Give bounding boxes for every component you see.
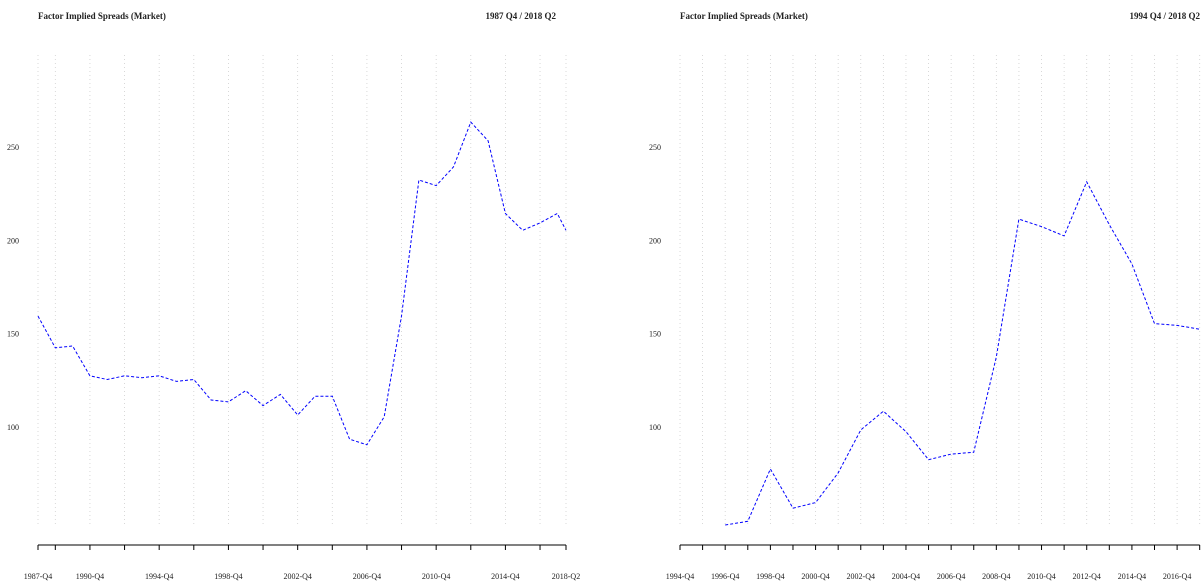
x-tick-label: 2012-Q4 [1072,572,1100,581]
x-tick-label: 2002-Q4 [847,572,875,581]
x-tick-label: 1998-Q4 [214,572,242,581]
x-tick-label: 2010-Q4 [1027,572,1055,581]
chart-subtitle: 1987 Q4 / 2018 Q2 [485,11,556,21]
series-line [37,121,567,446]
x-tick-label: 1994-Q4 [666,572,694,581]
x-tick-label: 2014-Q4 [1118,572,1146,581]
x-tick-label: 1987-Q4 [24,572,52,581]
y-tick-label: 200 [7,236,19,245]
x-tick-label: 1996-Q4 [711,572,739,581]
y-tick-label: 150 [7,330,19,339]
y-tick-label: 100 [649,423,661,432]
x-tick-label: 2004-Q4 [892,572,920,581]
chart-subtitle: 1994 Q4 / 2018 Q2 [1129,11,1200,21]
x-tick-label: 2006-Q4 [353,572,381,581]
x-tick-label: 2018-Q2 [552,572,580,581]
series-line [725,180,1200,526]
x-tick-label: 2000-Q4 [801,572,829,581]
x-tick-label: 2008-Q4 [982,572,1010,581]
y-tick-label: 200 [649,236,661,245]
x-tick-label: 2016-Q4 [1163,572,1191,581]
chart-title: Factor Implied Spreads (Market) [38,11,166,21]
x-tick-label: 2006-Q4 [937,572,965,581]
x-tick-label: 1990-Q4 [76,572,104,581]
x-tick-label: 1998-Q4 [756,572,784,581]
x-tick-label: 1994-Q4 [145,572,173,581]
y-tick-label: 250 [649,143,661,152]
y-tick-label: 250 [7,143,19,152]
x-tick-label: 2014-Q4 [491,572,519,581]
chart-title: Factor Implied Spreads (Market) [680,11,808,21]
y-tick-label: 100 [7,423,19,432]
x-tick-label: 2002-Q4 [283,572,311,581]
x-tick-label: 2010-Q4 [422,572,450,581]
y-tick-label: 150 [649,330,661,339]
